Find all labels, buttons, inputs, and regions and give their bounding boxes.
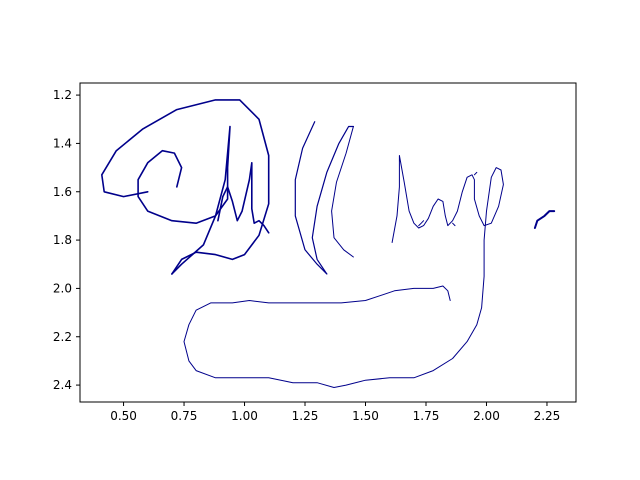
stroke-2 xyxy=(101,99,270,275)
x-tick-label: 1.75 xyxy=(413,409,440,423)
x-tick-label: 2.00 xyxy=(473,409,500,423)
y-tick-label: 1.2 xyxy=(53,88,72,102)
x-tick-label: 1.00 xyxy=(231,409,258,423)
stroke-5 xyxy=(311,125,354,275)
stroke-4 xyxy=(294,121,328,275)
x-tick-label: 1.50 xyxy=(352,409,379,423)
stroke-3 xyxy=(217,162,270,234)
y-axis: 1.2 1.4 1.6 1.8 2.0 2.2 2.4 xyxy=(53,88,80,392)
y-tick-label: 2.4 xyxy=(53,378,72,392)
stroke-8 xyxy=(418,220,425,227)
stroke-6 xyxy=(331,126,354,258)
x-tick-label: 0.75 xyxy=(171,409,198,423)
y-tick-label: 2.2 xyxy=(53,330,72,344)
stroke-9 xyxy=(452,222,456,227)
stroke-1 xyxy=(137,125,231,275)
stroke-10 xyxy=(473,171,478,176)
x-tick-label: 2.25 xyxy=(534,409,561,423)
x-tick-label: 1.25 xyxy=(292,409,319,423)
stroke-7 xyxy=(183,155,504,388)
y-tick-label: 1.6 xyxy=(53,185,72,199)
plot-frame xyxy=(79,82,577,403)
stroke-layer xyxy=(101,99,556,388)
y-tick-label: 1.4 xyxy=(53,136,72,150)
y-tick-label: 1.8 xyxy=(53,233,72,247)
x-axis: 0.50 0.75 1.00 1.25 1.50 1.75 2.00 2.25 xyxy=(110,402,560,423)
x-tick-label: 0.50 xyxy=(110,409,137,423)
y-tick-label: 2.0 xyxy=(53,281,72,295)
stroke-11 xyxy=(533,210,556,229)
